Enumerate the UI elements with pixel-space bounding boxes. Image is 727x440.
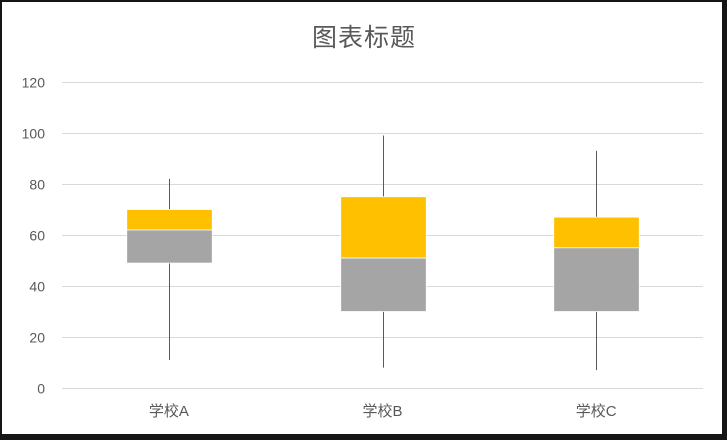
y-tick-label: 80 xyxy=(29,177,45,193)
category-label: 学校B xyxy=(362,403,402,420)
y-tick-label: 20 xyxy=(29,330,45,346)
box-lower-segment xyxy=(553,247,640,312)
box-upper-segment xyxy=(553,216,640,249)
y-tick-label: 60 xyxy=(29,228,45,244)
x-axis-labels: 学校A 学校B 学校C xyxy=(149,403,617,420)
box-plot-item xyxy=(553,150,640,371)
y-tick-label: 0 xyxy=(37,381,45,397)
box-upper-segment xyxy=(340,196,427,259)
y-tick-label: 120 xyxy=(22,75,46,91)
plot-area: 0 20 40 60 80 100 120 学校A 学校B 学校C xyxy=(22,75,703,420)
y-tick-label: 100 xyxy=(22,126,46,142)
box-lower-segment xyxy=(126,229,213,264)
chart-area: 0 20 40 60 80 100 120 学校A 学校B 学校C 图表标题 xyxy=(2,2,722,434)
y-tick-label: 40 xyxy=(29,279,45,295)
box-upper-segment xyxy=(126,209,213,231)
box-plot-item xyxy=(126,178,213,360)
box-plot-item xyxy=(340,135,427,368)
category-label: 学校A xyxy=(149,403,189,420)
chart-title: 图表标题 xyxy=(311,24,416,52)
box-lower-segment xyxy=(340,257,427,312)
y-axis-labels: 0 20 40 60 80 100 120 xyxy=(22,75,46,397)
category-label: 学校C xyxy=(576,403,617,420)
box-plot-series xyxy=(126,135,640,371)
